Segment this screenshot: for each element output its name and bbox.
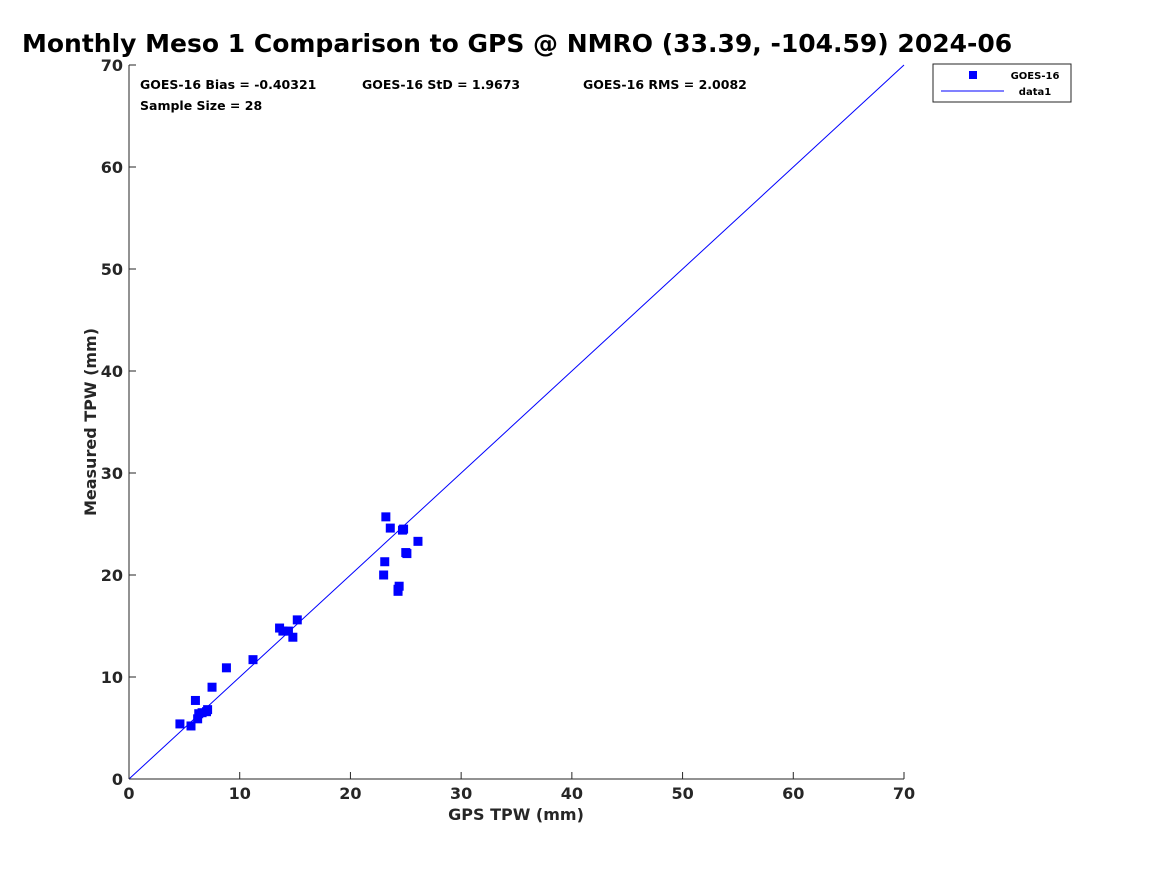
data-point-goes16 <box>393 586 403 596</box>
data-point-goes16 <box>190 695 200 705</box>
y-tick-label: 10 <box>101 668 123 687</box>
data-point-goes16 <box>278 626 288 636</box>
data-point-goes16 <box>292 615 302 625</box>
data-point-goes16 <box>175 719 185 729</box>
data-point-goes16 <box>385 523 395 533</box>
x-axis-label: GPS TPW (mm) <box>448 805 584 824</box>
x-tick-label: 40 <box>561 784 583 803</box>
data-point-goes16 <box>413 536 423 546</box>
ticks-layer: 0 10 20 30 40 50 60 70 0 10 20 30 40 50 60 70 <box>101 56 915 803</box>
legend: GOES-16 data1 <box>932 63 1072 103</box>
plot-area: 0 10 20 30 40 50 60 70 0 10 20 30 40 50 60 70 <box>101 56 915 803</box>
x-tick-label: 0 <box>123 784 134 803</box>
identity-line-data1 <box>128 64 905 780</box>
y-tick-label: 40 <box>101 362 123 381</box>
y-tick-label: 50 <box>101 260 123 279</box>
x-tick-label: 50 <box>671 784 693 803</box>
legend-marker-goes16 <box>969 71 977 79</box>
x-tick-label: 30 <box>450 784 472 803</box>
data-point-goes16 <box>283 626 293 636</box>
data-point-goes16 <box>394 581 404 591</box>
data-point-goes16 <box>380 557 390 567</box>
x-tick-label: 60 <box>782 784 804 803</box>
data-point-goes16 <box>193 714 203 724</box>
stat-bias: GOES-16 Bias = -0.40321 <box>140 77 316 92</box>
axes-layer <box>128 65 904 780</box>
data-point-goes16 <box>248 655 258 665</box>
legend-label-data1: data1 <box>1019 87 1051 98</box>
data-point-goes16 <box>221 663 231 673</box>
data-point-goes16 <box>203 705 213 715</box>
points-layer <box>175 512 423 731</box>
data-point-goes16 <box>379 570 389 580</box>
identity-line-layer <box>128 64 905 780</box>
stat-sample-size: Sample Size = 28 <box>140 98 262 113</box>
y-axis-label: Measured TPW (mm) <box>81 328 100 516</box>
y-tick-label: 20 <box>101 566 123 585</box>
x-tick-label: 20 <box>339 784 361 803</box>
y-tick-label: 70 <box>101 56 123 75</box>
legend-box <box>932 63 1072 103</box>
stat-std: GOES-16 StD = 1.9673 <box>362 77 520 92</box>
data-point-goes16 <box>288 632 298 642</box>
chart-title: Monthly Meso 1 Comparison to GPS @ NMRO … <box>22 29 1012 58</box>
y-tick-label: 30 <box>101 464 123 483</box>
data-point-goes16 <box>402 549 412 559</box>
stat-rms: GOES-16 RMS = 2.0082 <box>583 77 747 92</box>
stats-annotations: GOES-16 Bias = -0.40321 GOES-16 StD = 1.… <box>140 77 747 113</box>
y-tick-label: 0 <box>112 770 123 789</box>
data-point-goes16 <box>399 524 409 534</box>
legend-label-goes16: GOES-16 <box>1011 71 1060 82</box>
x-tick-label: 10 <box>229 784 251 803</box>
data-point-goes16 <box>381 512 391 522</box>
y-tick-label: 60 <box>101 158 123 177</box>
data-point-goes16 <box>207 682 217 692</box>
data-point-goes16 <box>186 721 196 731</box>
x-tick-label: 70 <box>893 784 915 803</box>
